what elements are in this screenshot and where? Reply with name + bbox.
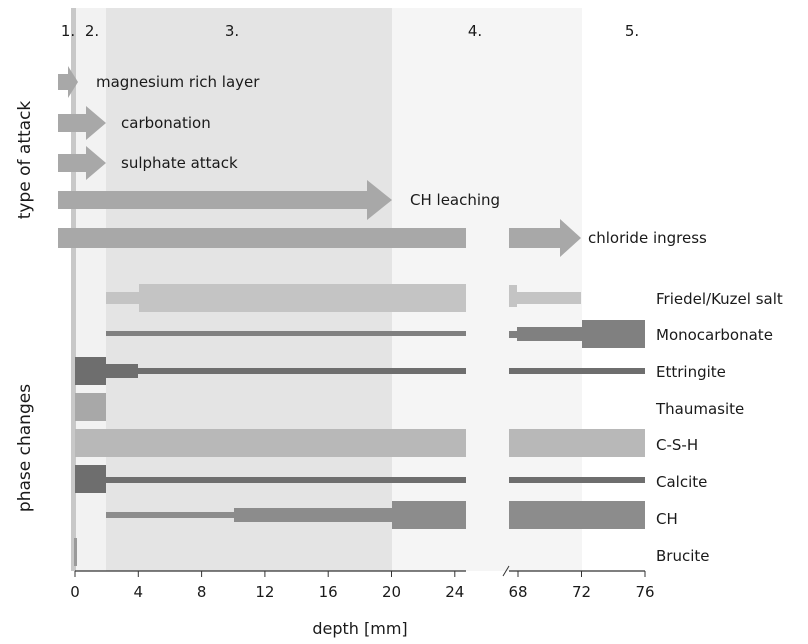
phase-label-ettringite: Ettringite	[656, 363, 726, 381]
friedel-bar-thin-left	[106, 292, 139, 304]
phase-label-ch: CH	[656, 510, 678, 528]
ch-thin	[106, 512, 234, 518]
monocarbonate-right-small	[509, 331, 517, 338]
friedel-bar-right-tick	[509, 285, 517, 307]
phase-label-brucite: Brucite	[656, 547, 710, 565]
x-tick-label-4: 4	[134, 583, 144, 601]
phase-row-ettringite	[75, 357, 645, 385]
zone-label-4: 4.	[468, 22, 482, 40]
phase-label-calcite: Calcite	[656, 473, 707, 491]
bar-chloride-ingress-left	[58, 228, 466, 248]
friedel-bar-right-thin	[517, 292, 581, 304]
calcite-line-right	[509, 477, 645, 483]
phase-row-thaumasite	[75, 393, 106, 421]
x-tick-label-72: 72	[572, 583, 591, 601]
phase-row-monocarbonate	[106, 320, 645, 348]
arrow-ch-leaching	[58, 180, 392, 220]
x-tick-label-24: 24	[445, 583, 464, 601]
x-tick-label-76: 76	[635, 583, 654, 601]
section-label-attack: type of attack	[15, 101, 35, 220]
x-tick-label-68: 68	[508, 583, 527, 601]
ticks-right: 68 72 76	[508, 571, 655, 601]
csh-bar-right	[509, 429, 645, 457]
zone-label-5: 5.	[625, 22, 639, 40]
phase-label-thaumasite: Thaumasite	[655, 400, 744, 418]
csh-bar-left	[75, 429, 466, 457]
x-tick-label-8: 8	[197, 583, 207, 601]
monocarbonate-line-left	[106, 331, 466, 336]
ettringite-line-right	[509, 368, 645, 374]
section-label-phase: phase changes	[15, 384, 35, 512]
ch-wide-right	[509, 501, 645, 529]
calcite-line-left	[106, 477, 466, 483]
x-tick-label-12: 12	[255, 583, 274, 601]
zone-label-1: 1.	[61, 22, 75, 40]
phase-row-friedel	[106, 284, 581, 312]
phase-label-monocarbonate: Monocarbonate	[656, 326, 773, 344]
attack-label-magnesium: magnesium rich layer	[96, 73, 260, 91]
ettringite-block	[75, 357, 106, 385]
brucite-line	[74, 538, 77, 566]
phase-row-brucite	[74, 538, 77, 566]
zone-1-band	[71, 8, 76, 571]
ettringite-mid	[106, 364, 138, 378]
x-tick-label-0: 0	[70, 583, 80, 601]
monocarbonate-right-mid	[517, 327, 582, 341]
arrow-carbonation	[58, 106, 106, 140]
arrow-chloride-ingress-right	[509, 219, 581, 257]
monocarbonate-right-wide	[582, 320, 645, 348]
ch-mid	[234, 508, 392, 522]
attack-label-carbonation: carbonation	[121, 114, 211, 132]
zone-label-2: 2.	[85, 22, 99, 40]
ettringite-line-left	[138, 368, 466, 374]
x-tick-label-16: 16	[319, 583, 338, 601]
arrow-sulphate-attack	[58, 146, 106, 180]
ticks-left: 0 4 8 12 16 20 24	[70, 571, 464, 601]
arrow-magnesium-rich-layer	[58, 66, 78, 98]
phase-label-friedel: Friedel/Kuzel salt	[656, 290, 783, 308]
axis-break-mark	[502, 565, 510, 577]
phase-label-csh: C-S-H	[656, 436, 698, 454]
x-axis: 0 4 8 12 16 20 24 68 72 76 depth [mm]	[70, 565, 655, 638]
attack-label-chloride: chloride ingress	[588, 229, 707, 247]
attack-label-sulphate: sulphate attack	[121, 154, 238, 172]
zone-label-3: 3.	[225, 22, 239, 40]
thaumasite-block	[75, 393, 106, 421]
friedel-bar-wide	[139, 284, 466, 312]
phase-row-ch	[106, 501, 645, 529]
phase-row-calcite	[75, 465, 645, 493]
phase-row-csh	[75, 429, 645, 457]
calcite-block	[75, 465, 106, 493]
x-tick-label-20: 20	[382, 583, 401, 601]
ch-wide-left	[392, 501, 466, 529]
attack-label-ch-leaching: CH leaching	[410, 191, 500, 209]
x-axis-label: depth [mm]	[312, 619, 407, 638]
